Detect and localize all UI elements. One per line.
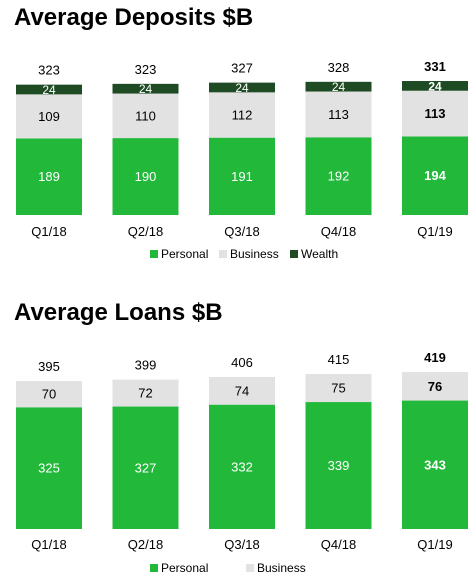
deposits-legend-swatch-personal: [150, 250, 158, 258]
deposits-value-label-business-q1-19: 113: [425, 106, 446, 121]
loans-bar-personal-q1-18: [16, 407, 82, 529]
deposits-value-label-personal-q1-18: 189: [38, 169, 60, 184]
deposits-bar-wealth-q4-18: [305, 81, 372, 92]
deposits-total-label-q3-18: 327: [231, 61, 253, 76]
loans-total-label-q4-18: 415: [328, 352, 350, 367]
deposits-bar-personal-q3-18: [209, 137, 275, 215]
deposits-category-label-q4-18: Q4/18: [321, 224, 356, 239]
deposits-value-label-wealth-q1-19: 24: [428, 79, 442, 93]
deposits-category-label-q1-18: Q1/18: [31, 224, 66, 239]
loans-category-label-q3-18: Q3/18: [224, 537, 259, 552]
deposits-category-label-q1-19: Q1/19: [417, 224, 452, 239]
deposits-bar-business-q2-18: [112, 93, 179, 139]
deposits-value-label-business-q2-18: 110: [135, 108, 156, 123]
deposits-value-label-wealth-q3-18: 24: [235, 81, 249, 95]
deposits-chart-title: Average Deposits $B: [14, 4, 254, 31]
deposits-legend-label-business: Business: [230, 247, 279, 261]
loans-value-label-business-q1-19: 76: [428, 379, 442, 394]
loans-legend-label-business: Business: [257, 561, 306, 575]
loans-value-label-business-q1-18: 70: [42, 387, 56, 402]
loans-value-label-business-q4-18: 75: [331, 381, 345, 396]
deposits-value-label-business-q3-18: 112: [232, 108, 253, 123]
loans-bar-personal-q4-18: [305, 402, 372, 529]
deposits-bar-personal-q2-18: [112, 138, 179, 215]
deposits-category-label-q3-18: Q3/18: [224, 224, 259, 239]
loans-bar-business-q3-18: [209, 376, 275, 405]
loans-category-label-q2-18: Q2/18: [128, 537, 163, 552]
loans-value-label-personal-q4-18: 339: [328, 458, 350, 473]
deposits-value-label-personal-q3-18: 191: [231, 169, 253, 184]
deposits-bar-personal-q4-18: [305, 137, 372, 215]
deposits-total-label-q4-18: 328: [328, 60, 350, 75]
loans-value-label-personal-q1-18: 325: [38, 461, 60, 476]
deposits-legend-swatch-wealth: [290, 250, 298, 258]
deposits-value-label-business-q4-18: 113: [328, 107, 349, 122]
loans-value-label-personal-q2-18: 327: [135, 460, 157, 475]
deposits-bar-business-q3-18: [209, 92, 275, 138]
deposits-bar-business-q1-18: [16, 94, 82, 139]
deposits-value-label-personal-q1-19: 194: [424, 168, 446, 183]
loans-bar-business-q1-18: [16, 381, 82, 408]
deposits-legend-swatch-business: [219, 250, 227, 258]
deposits-bar-personal-q1-18: [16, 138, 82, 215]
deposits-bar-business-q1-19: [402, 90, 468, 137]
deposits-value-label-business-q1-18: 109: [38, 109, 60, 124]
loans-total-label-q1-18: 395: [38, 359, 60, 374]
loans-bar-personal-q3-18: [209, 404, 275, 529]
loans-value-label-business-q3-18: 74: [235, 383, 249, 398]
loans-bar-personal-q2-18: [112, 406, 179, 529]
deposits-bar-wealth-q3-18: [209, 82, 275, 93]
deposits-category-label-q2-18: Q2/18: [128, 224, 163, 239]
loans-total-label-q1-19: 419: [424, 350, 446, 365]
deposits-legend-label-personal: Personal: [161, 247, 208, 261]
loans-bar-business-q1-19: [402, 372, 468, 401]
loans-chart-title: Average Loans $B: [14, 299, 223, 326]
loans-bar-business-q2-18: [112, 379, 179, 407]
deposits-value-label-wealth-q2-18: 24: [139, 82, 153, 96]
deposits-value-label-personal-q4-18: 192: [328, 169, 350, 184]
loans-value-label-personal-q3-18: 332: [231, 459, 253, 474]
loans-value-label-personal-q1-19: 343: [424, 457, 446, 472]
deposits-bar-personal-q1-19: [402, 136, 468, 215]
loans-bar-personal-q1-19: [402, 400, 468, 529]
deposits-total-label-q1-18: 323: [38, 63, 60, 78]
deposits-value-label-personal-q2-18: 190: [135, 169, 157, 184]
loans-category-label-q4-18: Q4/18: [321, 537, 356, 552]
deposits-bar-wealth-q2-18: [112, 83, 179, 94]
loans-category-label-q1-19: Q1/19: [417, 537, 452, 552]
loans-total-label-q2-18: 399: [135, 358, 157, 373]
loans-legend-swatch-personal: [150, 564, 158, 572]
loans-value-label-business-q2-18: 72: [138, 386, 152, 401]
deposits-bar-business-q4-18: [305, 91, 372, 138]
deposits-total-label-q2-18: 323: [135, 62, 157, 77]
deposits-value-label-wealth-q4-18: 24: [332, 80, 346, 94]
deposits-value-label-wealth-q1-18: 24: [42, 83, 56, 97]
deposits-bar-wealth-q1-18: [16, 84, 82, 95]
loans-legend-label-personal: Personal: [161, 561, 208, 575]
loans-legend-swatch-business: [246, 564, 254, 572]
loans-bar-business-q4-18: [305, 373, 372, 403]
loans-total-label-q3-18: 406: [231, 355, 253, 370]
deposits-bar-wealth-q1-19: [402, 81, 468, 91]
deposits-total-label-q1-19: 331: [424, 59, 446, 74]
deposits-legend-label-wealth: Wealth: [301, 247, 338, 261]
loans-category-label-q1-18: Q1/18: [31, 537, 66, 552]
